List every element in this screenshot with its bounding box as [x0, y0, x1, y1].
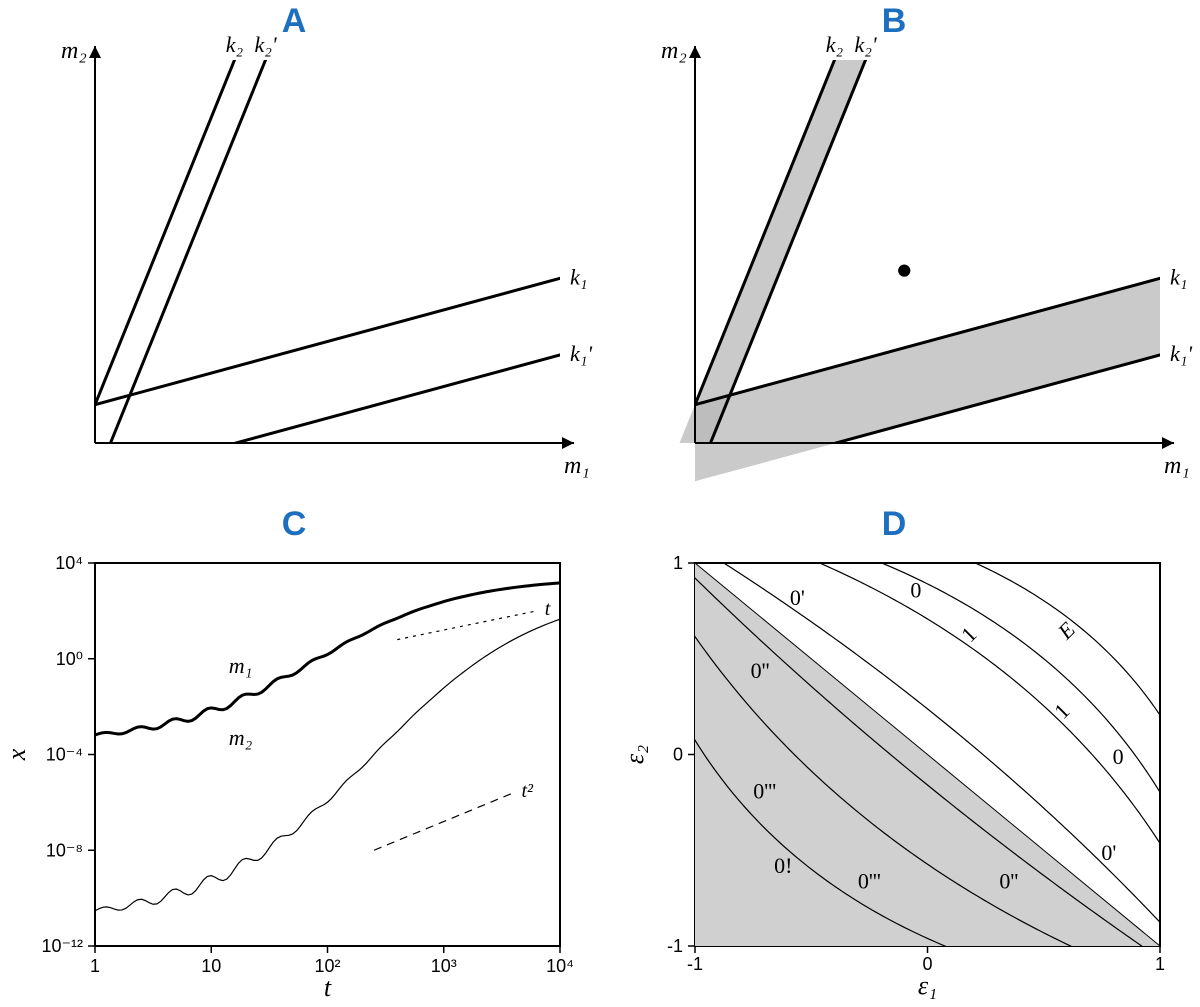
- ytick: 10⁴: [55, 553, 83, 573]
- nullcline-2: [0, 0, 793, 979]
- line-label: k₁: [1170, 264, 1187, 289]
- xtick: 10: [201, 956, 221, 976]
- ytick: 10⁻¹²: [41, 936, 83, 956]
- region-label: 0: [910, 577, 921, 602]
- panel-label-C: C: [282, 505, 307, 543]
- x-axis-label-C: t: [324, 973, 332, 1002]
- ytick: 10⁰: [56, 649, 83, 669]
- xtick: 10³: [431, 956, 457, 976]
- y-axis-label-A: m₂: [61, 38, 87, 64]
- panel-label-B: B: [882, 2, 907, 40]
- series-m2: [95, 619, 560, 911]
- region-label: 0''': [753, 779, 776, 804]
- line-label: k₂: [826, 32, 844, 57]
- region-label: 0': [1101, 840, 1116, 865]
- region-label: 0': [790, 585, 805, 610]
- x-axis-label-D: ε₁: [918, 971, 937, 1000]
- ref-slope-label: t: [545, 598, 551, 620]
- ref-slope: [374, 793, 514, 850]
- y-axis-label-B: m₂: [661, 38, 687, 64]
- line-label: k₂': [854, 32, 876, 57]
- x-axis-label-B: m₁: [1164, 453, 1190, 479]
- series-m1: [95, 583, 560, 735]
- region-label: 1: [1049, 698, 1074, 723]
- series-label: m₁: [229, 653, 253, 678]
- axes-box-C: [95, 563, 560, 946]
- ytick: 0: [673, 745, 683, 765]
- line-label: k₁': [1170, 341, 1192, 366]
- line-label: k₂': [254, 32, 276, 57]
- ytick: 10⁻⁴: [46, 745, 83, 765]
- region-label: E: [1052, 616, 1080, 644]
- line-label: k₁: [570, 264, 587, 289]
- region-label: 0'': [751, 658, 770, 683]
- panel-label-D: D: [882, 505, 907, 543]
- y-axis-label-C: x: [2, 748, 31, 761]
- xtick: 1: [1155, 954, 1165, 974]
- region-label: 0'': [999, 869, 1018, 894]
- ref-slope: [397, 611, 537, 640]
- nullcline-0: [0, 215, 793, 468]
- region-label: 0!: [774, 853, 792, 878]
- xtick: -1: [687, 954, 703, 974]
- region-label: 0''': [858, 869, 881, 894]
- xtick: 1: [90, 956, 100, 976]
- xtick: 10⁴: [546, 956, 574, 976]
- fixed-point-vis: [898, 265, 910, 277]
- ref-slope-label: t²: [522, 780, 535, 802]
- figure: Am₁m₂k₁k₁'k₂k₂'Bm₁m₂k₁k₁'k₂k₂'C11010²10³…: [0, 0, 1200, 1007]
- ytick: 1: [673, 553, 683, 573]
- ytick: 10⁻⁸: [46, 840, 83, 860]
- series-label: m₂: [229, 725, 253, 750]
- region-label: 1: [956, 622, 981, 647]
- panel-label-A: A: [282, 2, 307, 40]
- nullcline-1: [0, 292, 793, 545]
- figure-svg: Am₁m₂k₁k₁'k₂k₂'Bm₁m₂k₁k₁'k₂k₂'C11010²10³…: [0, 0, 1200, 1007]
- line-label: k₁': [570, 341, 592, 366]
- nullcline-3: [0, 0, 793, 1007]
- x-axis-label-A: m₁: [564, 453, 590, 479]
- line-label: k₂: [226, 32, 244, 57]
- region-label: 0: [1113, 744, 1124, 769]
- ytick: -1: [667, 936, 683, 956]
- y-axis-label-D: ε₂: [620, 745, 649, 764]
